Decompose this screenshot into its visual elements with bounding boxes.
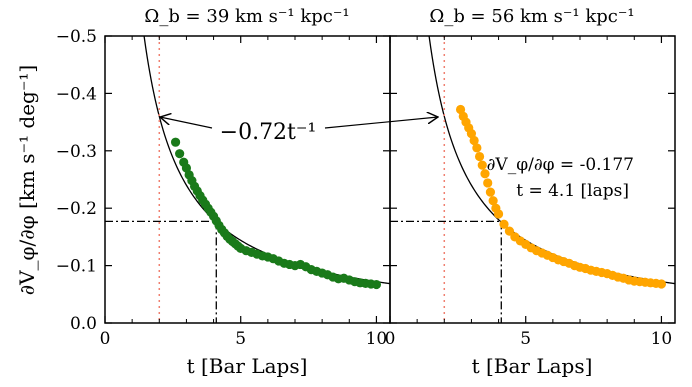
fit-label-group: −0.72t⁻¹ xyxy=(160,117,438,145)
right-data-point xyxy=(499,219,509,229)
left-data-point xyxy=(181,163,192,173)
left-x-axis-label: t [Bar Laps] xyxy=(187,354,308,378)
left-panel: 0 5 10 0.0 −0.1 −0.2 −0.3 −0.4 −0.5 Ω_b = 39 km … xyxy=(15,6,391,378)
left-title: Ω_b = 39 km s⁻¹ kpc⁻¹ xyxy=(144,6,349,27)
y-tick-label: 0.0 xyxy=(70,314,97,334)
right-points xyxy=(455,104,667,289)
left-points xyxy=(170,137,382,290)
right-title: Ω_b = 56 km s⁻¹ kpc⁻¹ xyxy=(429,6,634,27)
y-tick-label: −0.5 xyxy=(56,27,97,47)
y-tick-label: −0.2 xyxy=(56,199,97,219)
annotation-derivative: ∂V_φ/∂φ = -0.177 xyxy=(487,155,634,175)
left-data-point xyxy=(175,149,185,159)
right-data-point xyxy=(469,135,479,146)
left-data-point xyxy=(170,137,181,147)
right-data-point xyxy=(466,128,477,139)
y-axis-label: ∂V_φ/∂φ [km s⁻¹ deg⁻¹] xyxy=(15,65,39,296)
right-data-point xyxy=(477,160,487,170)
right-data-point xyxy=(472,143,482,153)
right-axes-frame xyxy=(389,35,676,324)
right-data-point xyxy=(656,279,667,289)
y-tick-label: −0.4 xyxy=(56,84,97,104)
right-x-tick-label: 0 xyxy=(385,329,396,349)
fit-arrow-left xyxy=(160,117,213,129)
right-data-point xyxy=(504,226,515,236)
right-data-point xyxy=(474,151,485,162)
left-x-tick-label: 10 xyxy=(366,329,388,349)
right-fit-curve xyxy=(428,36,675,285)
right-data-point xyxy=(485,187,496,197)
right-data-point xyxy=(480,169,490,179)
right-panel: 0 5 10 Ω_b = 56 km s⁻¹ kpc⁻¹ t [Bar Laps] … xyxy=(385,6,676,378)
fit-arrow-right xyxy=(324,117,438,129)
y-tick-label: −0.1 xyxy=(56,257,97,277)
right-data-point xyxy=(488,196,498,206)
right-x-tick-label: 5 xyxy=(520,329,531,349)
left-x-tick-label: 0 xyxy=(100,329,111,349)
right-x-tick-label: 10 xyxy=(651,329,673,349)
annotation-time: t = 4.1 [laps] xyxy=(516,181,629,201)
fit-label: −0.72t⁻¹ xyxy=(220,120,317,145)
left-reference-lines xyxy=(105,36,217,323)
left-ticks: 0 5 10 0.0 −0.1 −0.2 −0.3 −0.4 −0.5 xyxy=(56,27,390,349)
right-data-point xyxy=(455,104,466,115)
right-x-axis-label: t [Bar Laps] xyxy=(472,354,593,378)
y-tick-label: −0.3 xyxy=(56,142,97,162)
right-data-point xyxy=(483,178,493,188)
right-reference-lines xyxy=(390,36,502,323)
right-ticks: 0 5 10 xyxy=(385,35,675,349)
right-data-point xyxy=(493,209,504,219)
left-data-point xyxy=(371,279,382,290)
left-x-tick-label: 5 xyxy=(235,329,246,349)
